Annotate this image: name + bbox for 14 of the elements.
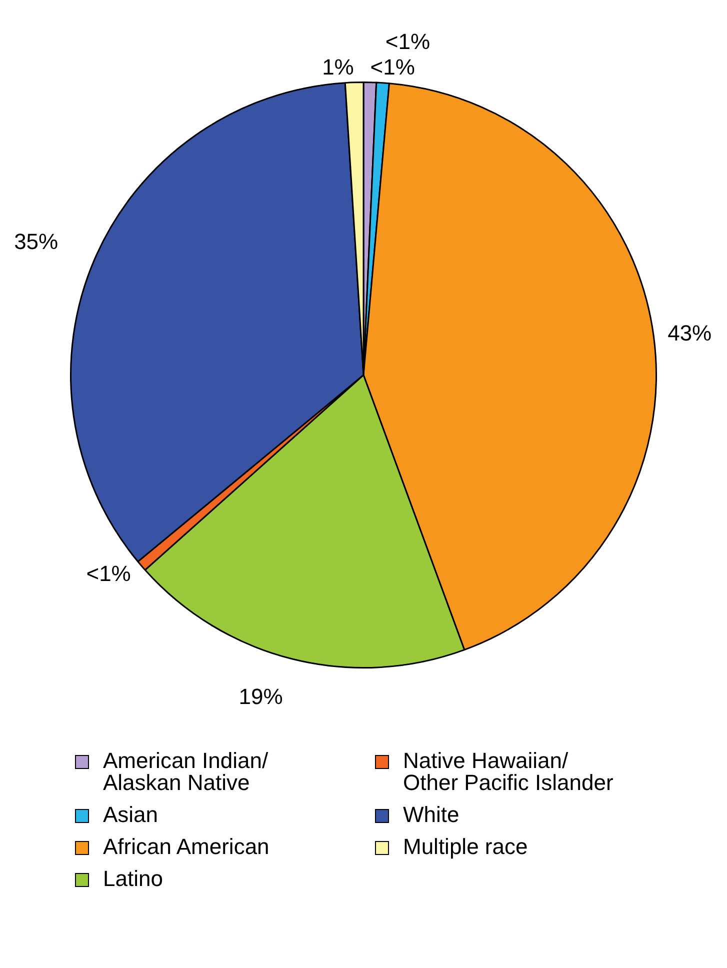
legend-label: White [403,802,460,827]
data-label: 35% [14,228,58,254]
legend-label: Latino [103,866,163,891]
legend-label: Native Hawaiian/ Other Pacific Islander [403,748,614,795]
data-label: 1% [322,54,354,80]
legend-label: African American [103,834,270,859]
data-label: 43% [668,320,712,346]
legend-label: American Indian/ Alaskan Native [103,748,268,795]
data-label: <1% [86,561,131,586]
legend-label: Asian [103,802,158,827]
data-label: <1% [385,29,430,54]
legend-label: Multiple race [403,834,528,859]
data-label: 19% [238,684,283,709]
data-label: <1% [370,54,415,80]
